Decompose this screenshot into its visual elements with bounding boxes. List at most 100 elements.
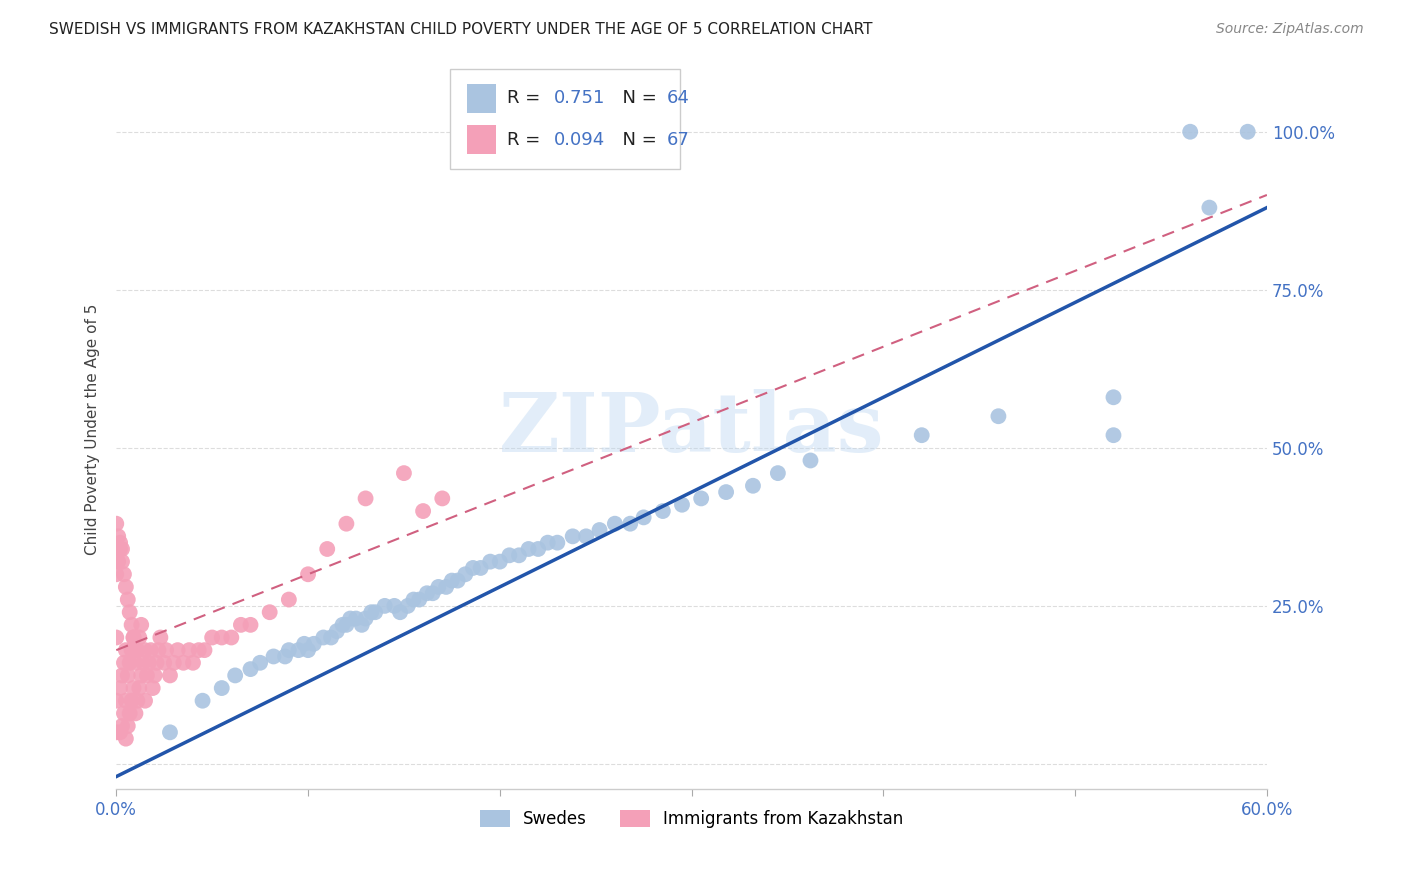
Point [145, 656, 167, 670]
Point [143, 668, 166, 682]
Point [287, 643, 309, 657]
Point [432, 491, 454, 506]
Point [129, 618, 152, 632]
Point [461, 561, 484, 575]
Point [159, 725, 181, 739]
Point [136, 668, 159, 682]
Text: Source: ZipAtlas.com: Source: ZipAtlas.com [1216, 22, 1364, 37]
Point [274, 649, 297, 664]
Point [508, 549, 530, 563]
Point [108, 725, 131, 739]
Point [382, 599, 405, 613]
Point [118, 605, 141, 619]
Point [440, 574, 463, 588]
Point [105, 631, 128, 645]
Point [239, 618, 262, 632]
Point [911, 428, 934, 442]
Point [118, 656, 141, 670]
Text: R =: R = [508, 89, 547, 107]
Point [117, 719, 139, 733]
Point [292, 637, 315, 651]
Text: SWEDISH VS IMMIGRANTS FROM KAZAKHSTAN CHILD POVERTY UNDER THE AGE OF 5 CORRELATI: SWEDISH VS IMMIGRANTS FROM KAZAKHSTAN CH… [49, 22, 873, 37]
Point [987, 409, 1010, 424]
Point [124, 643, 146, 657]
Point [105, 516, 128, 531]
Point [335, 618, 357, 632]
Point [134, 643, 156, 657]
Point [117, 668, 139, 682]
Point [111, 668, 134, 682]
Point [224, 668, 246, 682]
Point [111, 719, 134, 733]
Point [122, 631, 145, 645]
Point [619, 516, 641, 531]
Point [408, 592, 430, 607]
Point [111, 541, 134, 556]
Point [221, 631, 243, 645]
FancyBboxPatch shape [467, 84, 496, 112]
Point [389, 605, 412, 619]
Text: 67: 67 [666, 130, 689, 149]
Text: ZIPatlas: ZIPatlas [499, 389, 884, 469]
Point [128, 631, 150, 645]
Point [112, 656, 135, 670]
Point [172, 656, 194, 670]
Point [111, 555, 134, 569]
Point [517, 541, 540, 556]
Point [105, 725, 128, 739]
Point [422, 586, 444, 600]
Point [148, 643, 170, 657]
Point [181, 656, 204, 670]
Point [121, 643, 143, 657]
Point [277, 592, 299, 607]
Point [603, 516, 626, 531]
Point [319, 631, 342, 645]
Point [633, 510, 655, 524]
Point [396, 599, 419, 613]
Text: N =: N = [612, 89, 662, 107]
Point [575, 529, 598, 543]
Point [259, 605, 281, 619]
Point [127, 643, 149, 657]
Point [479, 555, 502, 569]
Point [201, 631, 224, 645]
Point [312, 631, 335, 645]
Point [163, 656, 186, 670]
Point [297, 567, 319, 582]
Point [179, 643, 201, 657]
FancyBboxPatch shape [450, 69, 681, 169]
Point [326, 624, 349, 639]
Point [112, 567, 135, 582]
Point [488, 555, 510, 569]
Point [690, 491, 713, 506]
Point [191, 694, 214, 708]
Point [187, 643, 209, 657]
Point [742, 479, 765, 493]
Point [392, 466, 415, 480]
Point [1102, 390, 1125, 404]
Point [155, 643, 177, 657]
Point [132, 656, 155, 670]
Point [108, 541, 131, 556]
Point [239, 662, 262, 676]
Point [434, 580, 457, 594]
Point [339, 611, 361, 625]
Point [651, 504, 673, 518]
Point [121, 618, 143, 632]
Point [360, 605, 382, 619]
Point [122, 681, 145, 695]
Point [115, 580, 138, 594]
Point [364, 605, 387, 619]
Point [1198, 201, 1220, 215]
Text: 64: 64 [666, 89, 689, 107]
Point [122, 631, 145, 645]
Point [107, 529, 129, 543]
Point [149, 631, 172, 645]
Point [128, 681, 150, 695]
Point [671, 498, 693, 512]
Point [115, 694, 138, 708]
Y-axis label: Child Poverty Under the Age of 5: Child Poverty Under the Age of 5 [86, 303, 100, 555]
Point [1236, 125, 1258, 139]
Point [108, 535, 131, 549]
Point [561, 529, 583, 543]
